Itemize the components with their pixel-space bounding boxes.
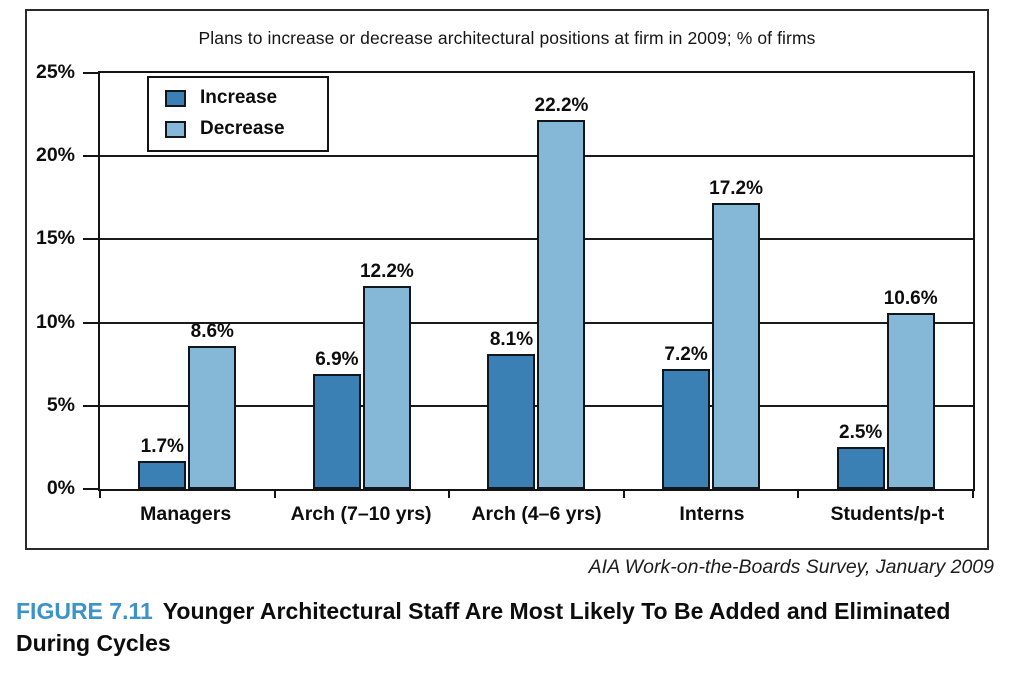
figure-caption: FIGURE 7.11 Younger Architectural Staff A… xyxy=(16,595,1002,659)
figure-caption-text: Younger Architectural Staff Are Most Lik… xyxy=(16,598,951,657)
bar-group: 6.9% 12.2% xyxy=(275,73,450,489)
y-axis-label: 15% xyxy=(35,227,75,250)
bar-value-label: 2.5% xyxy=(839,422,883,444)
bar-value-label: 8.1% xyxy=(489,329,534,351)
y-axis-tick xyxy=(83,404,98,407)
legend-label-increase: Increase xyxy=(200,87,278,108)
chart-legend: Increase Decrease xyxy=(147,76,329,152)
decrease-bar: 12.2% xyxy=(360,261,414,489)
gridline xyxy=(100,238,973,241)
increase-bar: 2.5% xyxy=(836,422,885,489)
increase-bar: 6.9% xyxy=(312,349,361,489)
y-axis-label: 20% xyxy=(35,144,75,167)
bar-group: 1.7% 8.6% xyxy=(100,73,275,489)
category-label: Students/p-t xyxy=(830,503,945,525)
bar-group: 8.1% 22.2% xyxy=(449,73,624,489)
bar-groups: 1.7% 8.6% 6.9% 12.2% 8.1% 22.2% 7.2% 17.2% 2.5% 1… xyxy=(100,73,973,489)
x-axis-tick xyxy=(622,489,625,498)
y-axis-tick xyxy=(83,72,98,74)
decrease-bar: 8.6% xyxy=(188,321,237,489)
increase-swatch-icon xyxy=(165,89,186,107)
x-axis-tick xyxy=(972,489,974,498)
y-axis-label: 5% xyxy=(46,393,75,416)
plot-area: Increase Decrease 1.7% 8.6% 6.9% 12.2% 8.1% 2… xyxy=(36,61,975,499)
bar-value-label: 1.7% xyxy=(140,435,184,457)
bar-value-label: 12.2% xyxy=(359,261,414,282)
y-axis-tick xyxy=(83,321,98,324)
bar-value-label: 7.2% xyxy=(664,344,708,366)
y-axis-label: 0% xyxy=(46,477,75,499)
y-axis-tick xyxy=(83,238,98,241)
increase-bar: 1.7% xyxy=(138,436,187,489)
bar-value-label: 22.2% xyxy=(534,94,589,116)
figure-number: FIGURE 7.11 xyxy=(16,598,153,624)
legend-label-decrease: Decrease xyxy=(200,118,285,139)
gridline xyxy=(100,321,973,324)
category-label: Interns xyxy=(679,503,745,525)
chart-title: Plans to increase or decrease architectu… xyxy=(198,28,816,48)
category-axis-labels: Managers Arch (7–10 yrs) Arch (4–6 yrs) Int… xyxy=(98,503,975,526)
x-axis-tick xyxy=(448,489,451,498)
bar-value-label: 17.2% xyxy=(709,177,764,199)
increase-bar: 7.2% xyxy=(662,344,711,489)
y-axis-tick xyxy=(83,155,98,158)
x-axis-tick xyxy=(99,489,101,498)
decrease-swatch-icon xyxy=(165,120,186,138)
bar-group: 2.5% 10.6% xyxy=(798,73,973,489)
category-label: Arch (4–6 yrs) xyxy=(471,503,602,525)
source-attribution: AIA Work-on-the-Boards Survey, January 2… xyxy=(588,556,994,578)
bar-group: 7.2% 17.2% xyxy=(624,73,799,489)
bar-value-label: 10.6% xyxy=(883,287,938,309)
x-axis-tick xyxy=(797,489,800,498)
gridline xyxy=(100,155,973,158)
decrease-bar: 17.2% xyxy=(709,178,763,489)
decrease-bar: 10.6% xyxy=(884,288,938,489)
increase-bar: 8.1% xyxy=(487,329,536,489)
decrease-bar: 22.2% xyxy=(535,95,588,489)
y-axis-label: 10% xyxy=(35,310,75,333)
bar-value-label: 8.6% xyxy=(190,320,234,342)
legend-entry-increase: Increase xyxy=(165,87,285,109)
y-axis-label: 25% xyxy=(35,61,75,83)
category-label: Arch (7–10 yrs) xyxy=(290,503,432,525)
y-axis-tick xyxy=(83,488,98,490)
x-axis-tick xyxy=(273,489,276,498)
gridline xyxy=(100,404,973,407)
category-label: Managers xyxy=(140,503,232,525)
bar-value-label: 6.9% xyxy=(315,349,359,371)
legend-entry-decrease: Decrease xyxy=(165,118,285,140)
chart-figure-box: Plans to increase or decrease architectu… xyxy=(25,9,989,550)
